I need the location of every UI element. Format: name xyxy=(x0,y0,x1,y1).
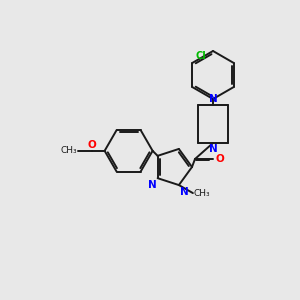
Text: CH₃: CH₃ xyxy=(60,146,76,155)
Text: O: O xyxy=(215,154,224,164)
Text: N: N xyxy=(148,180,157,190)
Text: N: N xyxy=(208,94,217,104)
Text: N: N xyxy=(208,144,217,154)
Text: N: N xyxy=(180,187,189,197)
Text: Cl: Cl xyxy=(195,51,206,61)
Text: CH₃: CH₃ xyxy=(194,189,211,198)
Text: O: O xyxy=(87,140,96,150)
